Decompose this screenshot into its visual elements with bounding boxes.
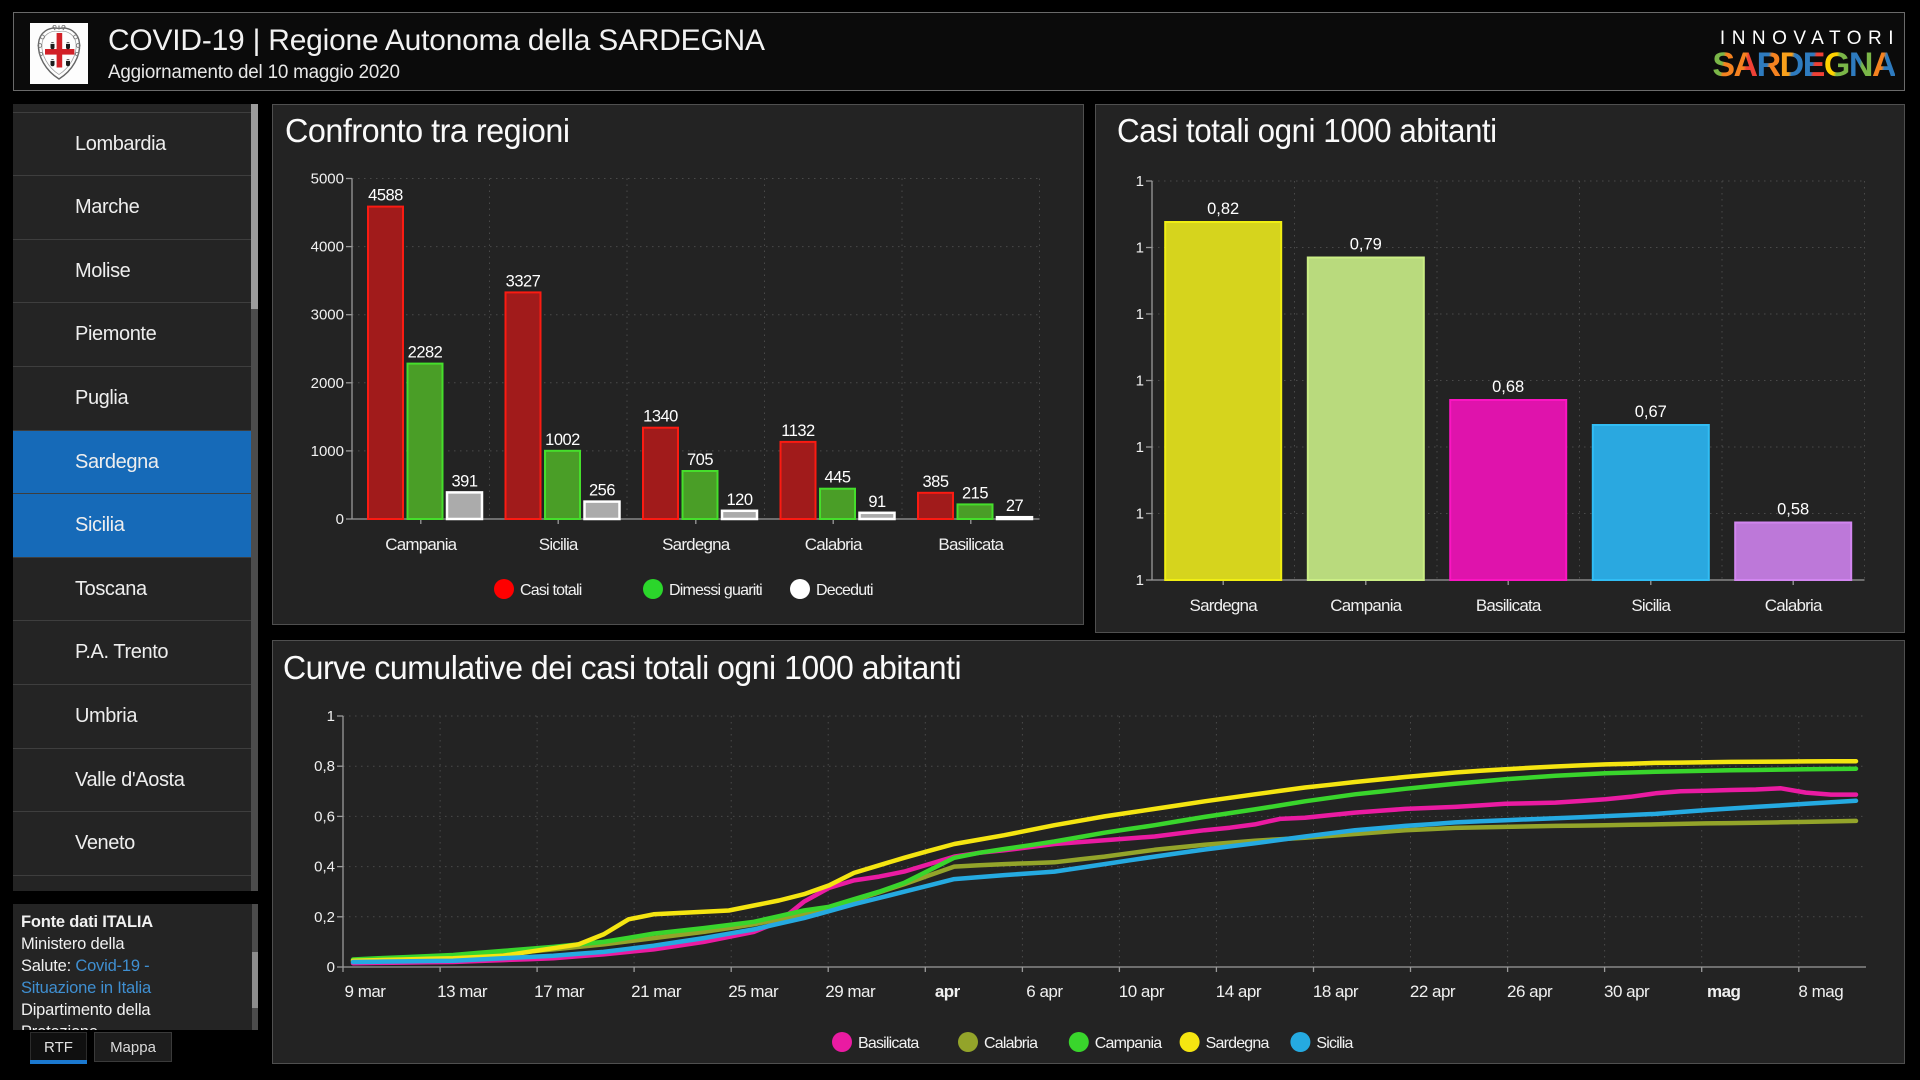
svg-text:29 mar: 29 mar <box>825 982 876 1001</box>
svg-text:1: 1 <box>1136 439 1144 456</box>
svg-text:91: 91 <box>868 493 886 511</box>
svg-text:1: 1 <box>1136 506 1144 523</box>
svg-text:3327: 3327 <box>506 272 541 290</box>
svg-text:Basilicata: Basilicata <box>858 1035 919 1052</box>
svg-text:120: 120 <box>726 491 752 509</box>
svg-text:Campania: Campania <box>1095 1035 1162 1052</box>
svg-text:1340: 1340 <box>643 408 678 426</box>
svg-text:mag: mag <box>1707 982 1741 1001</box>
svg-text:0,68: 0,68 <box>1492 378 1524 396</box>
svg-text:Dimessi guariti: Dimessi guariti <box>669 582 762 599</box>
svg-text:25 mar: 25 mar <box>728 982 779 1001</box>
svg-text:4588: 4588 <box>368 187 403 205</box>
svg-text:2282: 2282 <box>408 344 443 362</box>
svg-text:8 mag: 8 mag <box>1798 982 1843 1001</box>
svg-text:445: 445 <box>824 469 850 487</box>
svg-text:30 apr: 30 apr <box>1604 982 1650 1001</box>
svg-text:391: 391 <box>451 472 477 490</box>
svg-text:6 apr: 6 apr <box>1026 982 1063 1001</box>
svg-text:0: 0 <box>327 959 335 976</box>
svg-text:0,67: 0,67 <box>1635 403 1667 421</box>
svg-text:0,58: 0,58 <box>1777 501 1809 519</box>
svg-text:1: 1 <box>1136 572 1144 589</box>
svg-text:Calabria: Calabria <box>805 535 863 554</box>
svg-text:256: 256 <box>589 482 615 500</box>
svg-text:3000: 3000 <box>311 307 344 324</box>
svg-text:Sicilia: Sicilia <box>539 535 579 554</box>
svg-text:14 apr: 14 apr <box>1216 982 1262 1001</box>
svg-text:2000: 2000 <box>311 375 344 392</box>
svg-text:13 mar: 13 mar <box>437 982 488 1001</box>
svg-text:215: 215 <box>962 484 988 502</box>
svg-text:0,6: 0,6 <box>314 808 335 825</box>
svg-text:18 apr: 18 apr <box>1313 982 1359 1001</box>
svg-text:Basilicata: Basilicata <box>1476 596 1542 615</box>
svg-text:1002: 1002 <box>545 431 580 449</box>
svg-text:0,82: 0,82 <box>1207 200 1239 218</box>
svg-text:1000: 1000 <box>311 443 344 460</box>
svg-text:5000: 5000 <box>311 171 344 188</box>
svg-text:apr: apr <box>935 982 961 1001</box>
svg-text:1: 1 <box>327 708 335 725</box>
svg-text:1132: 1132 <box>781 422 815 440</box>
svg-text:0,79: 0,79 <box>1350 236 1382 254</box>
svg-text:17 mar: 17 mar <box>534 982 585 1001</box>
svg-text:1: 1 <box>1136 373 1144 390</box>
svg-text:21 mar: 21 mar <box>631 982 682 1001</box>
svg-text:Basilicata: Basilicata <box>938 535 1004 554</box>
svg-text:10 apr: 10 apr <box>1119 982 1165 1001</box>
svg-text:0,8: 0,8 <box>314 758 335 775</box>
svg-text:0: 0 <box>336 511 344 528</box>
svg-text:Campania: Campania <box>1330 596 1402 615</box>
svg-text:Sardegna: Sardegna <box>1190 596 1259 615</box>
svg-text:Calabria: Calabria <box>1765 596 1823 615</box>
svg-text:Calabria: Calabria <box>984 1035 1038 1052</box>
svg-text:385: 385 <box>922 473 948 491</box>
svg-text:705: 705 <box>687 451 713 469</box>
svg-text:1: 1 <box>1136 173 1144 190</box>
svg-text:27: 27 <box>1006 497 1024 515</box>
svg-text:0,2: 0,2 <box>314 909 335 926</box>
svg-text:Sardegna: Sardegna <box>1206 1035 1270 1052</box>
svg-text:1: 1 <box>1136 240 1144 257</box>
svg-text:9 mar: 9 mar <box>345 982 387 1001</box>
svg-text:Campania: Campania <box>385 535 457 554</box>
svg-text:Deceduti: Deceduti <box>816 582 873 599</box>
svg-text:Sardegna: Sardegna <box>662 535 731 554</box>
svg-text:26 apr: 26 apr <box>1507 982 1553 1001</box>
svg-text:Casi totali: Casi totali <box>520 582 582 599</box>
svg-text:4000: 4000 <box>311 239 344 256</box>
svg-text:Sicilia: Sicilia <box>1316 1035 1353 1052</box>
svg-text:Sicilia: Sicilia <box>1631 596 1671 615</box>
svg-text:0,4: 0,4 <box>314 859 335 876</box>
svg-text:1: 1 <box>1136 306 1144 323</box>
svg-text:22 apr: 22 apr <box>1410 982 1456 1001</box>
